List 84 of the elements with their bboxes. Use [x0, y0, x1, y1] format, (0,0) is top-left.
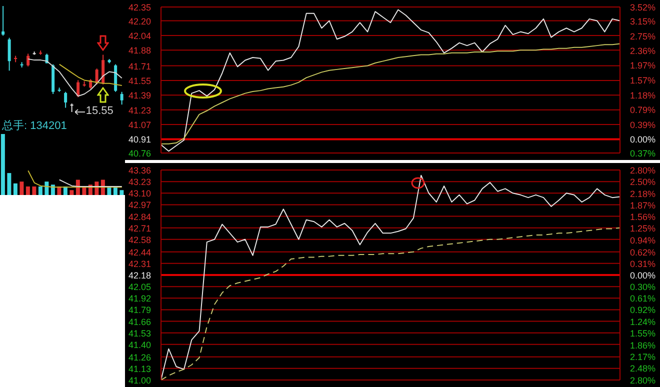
y2-tick-label: 0.39% — [630, 120, 656, 130]
y-tick-label: 42.58 — [128, 234, 151, 245]
y2-tick-label: 0.92% — [630, 305, 656, 315]
y-tick-label: 41.39 — [128, 90, 151, 101]
y-tick-label: 42.35 — [128, 2, 151, 12]
candlestick — [95, 68, 98, 85]
y-tick-label: 41.88 — [128, 46, 151, 56]
y-tick-label: 42.04 — [128, 30, 151, 41]
candlestick — [102, 54, 105, 85]
y-tick-label: 41.66 — [128, 316, 151, 327]
bar — [7, 173, 12, 195]
bar — [120, 190, 124, 195]
y-tick-label: 43.36 — [128, 166, 151, 176]
y-tick-label: 42.31 — [128, 258, 151, 269]
y2-tick-label: 2.17% — [630, 352, 656, 362]
candlestick — [120, 91, 124, 106]
y-tick-label: 41.92 — [128, 294, 151, 304]
y2-tick-label: 1.24% — [630, 317, 656, 327]
bar — [50, 184, 55, 195]
y2-tick-label: 1.25% — [630, 224, 656, 234]
y2-tick-label: 0.61% — [630, 293, 656, 304]
y-tick-label: 41.53 — [128, 328, 151, 338]
y2-tick-label: 2.50% — [630, 176, 656, 187]
y-tick-label: 41.13 — [128, 364, 151, 374]
line-series — [160, 9, 620, 152]
y-tick-label: 42.05 — [128, 282, 151, 292]
bar — [70, 190, 74, 195]
y2-tick-label: 3.52% — [630, 2, 656, 12]
bar — [13, 183, 18, 195]
y2-tick-label: 0.30% — [630, 282, 656, 292]
y-tick-label: 43.10 — [128, 188, 151, 199]
y2-tick-label: 1.57% — [630, 76, 656, 86]
y2-tick-label: 0.31% — [630, 258, 656, 269]
chart-title: 总手: 134201 — [2, 119, 67, 133]
y2-tick-label: 2.36% — [630, 46, 656, 56]
y2-tick-label: 3.15% — [630, 16, 656, 26]
candlestick — [8, 37, 11, 72]
y2-tick-label: 2.18% — [630, 188, 656, 199]
y2-tick-label: 0.62% — [630, 247, 656, 258]
y2-tick-label: 0.37% — [630, 148, 656, 158]
bar — [26, 186, 30, 195]
y-tick-label: 42.97 — [128, 200, 151, 210]
y2-tick-label: 1.55% — [630, 328, 656, 339]
y2-tick-label: 1.86% — [630, 340, 656, 350]
y-tick-label: 42.20 — [128, 16, 151, 26]
y-tick-label: 40.76 — [128, 148, 151, 158]
bar — [0, 134, 5, 195]
line-series — [160, 43, 620, 144]
y-tick-label: 41.07 — [128, 120, 151, 130]
y2-tick-label: 0.94% — [630, 235, 656, 246]
y-tick-label: 42.71 — [128, 223, 151, 234]
y-tick-label: 40.91 — [128, 134, 151, 145]
y-tick-label: 41.55 — [128, 76, 151, 86]
bar — [38, 186, 42, 195]
y2-tick-label: 0.00% — [630, 134, 656, 145]
y-tick-label: 41.26 — [128, 352, 151, 362]
y2-tick-label: 0.79% — [630, 104, 656, 115]
bar — [32, 186, 36, 195]
bar — [44, 182, 49, 195]
y2-tick-label: 1.56% — [630, 212, 656, 222]
bar — [20, 182, 24, 195]
y2-tick-label: 1.18% — [630, 90, 656, 100]
y-tick-label: 42.84 — [128, 212, 151, 222]
candlestick — [2, 6, 5, 36]
candlestick — [26, 53, 30, 67]
y2-tick-label: 1.97% — [630, 60, 656, 71]
candlestick — [64, 91, 68, 108]
y-tick-label: 41.23 — [128, 105, 151, 116]
y2-tick-label: 2.80% — [630, 376, 656, 386]
y2-tick-label: 2.80% — [630, 166, 656, 176]
y-tick-label: 42.18 — [128, 270, 151, 280]
candlestick — [70, 103, 74, 112]
y2-tick-label: 2.48% — [630, 364, 656, 374]
y2-tick-label: 2.75% — [630, 31, 656, 42]
candlestick — [76, 80, 80, 98]
y-tick-label: 42.44 — [128, 247, 151, 258]
y2-tick-label: 1.87% — [630, 200, 656, 210]
y-tick-label: 41.71 — [128, 61, 151, 72]
y-tick-label: 41.00 — [128, 376, 151, 386]
y-tick-label: 41.40 — [128, 340, 151, 350]
y2-tick-label: 0.00% — [630, 270, 656, 280]
annotation: 15.55 — [86, 105, 114, 117]
y-tick-label: 43.23 — [128, 177, 151, 188]
y-tick-label: 41.79 — [128, 305, 151, 316]
